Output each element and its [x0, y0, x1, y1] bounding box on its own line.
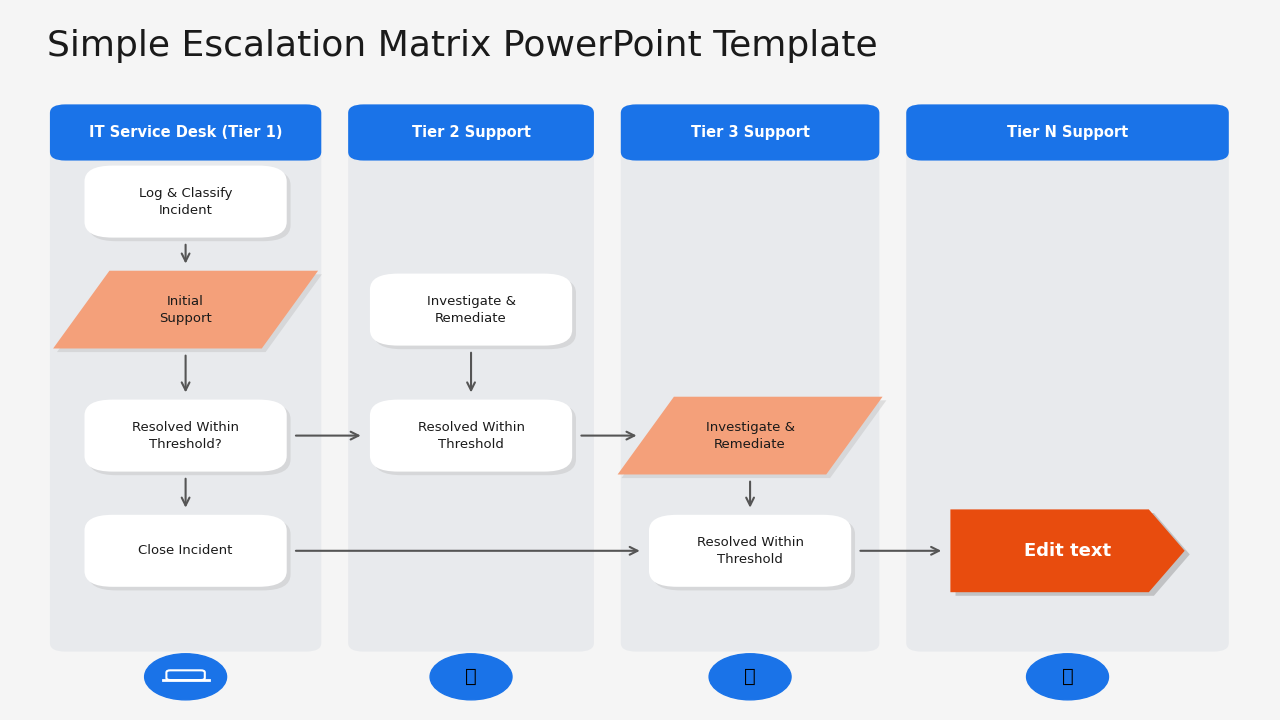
FancyBboxPatch shape: [84, 166, 287, 238]
Text: Investigate &
Remediate: Investigate & Remediate: [426, 294, 516, 325]
Text: Log & Classify
Incident: Log & Classify Incident: [138, 186, 233, 217]
FancyBboxPatch shape: [88, 169, 291, 241]
FancyBboxPatch shape: [370, 274, 572, 346]
FancyBboxPatch shape: [906, 104, 1229, 161]
FancyBboxPatch shape: [649, 515, 851, 587]
Text: IT Service Desk (Tier 1): IT Service Desk (Tier 1): [88, 125, 283, 140]
Polygon shape: [955, 513, 1190, 596]
Text: Resolved Within
Threshold: Resolved Within Threshold: [696, 536, 804, 566]
Text: Resolved Within
Threshold: Resolved Within Threshold: [417, 420, 525, 451]
FancyBboxPatch shape: [370, 400, 572, 472]
FancyBboxPatch shape: [906, 104, 1229, 652]
Text: Investigate &
Remediate: Investigate & Remediate: [705, 420, 795, 451]
FancyBboxPatch shape: [374, 277, 576, 349]
FancyBboxPatch shape: [621, 104, 879, 161]
FancyBboxPatch shape: [621, 104, 879, 652]
Text: Resolved Within
Threshold?: Resolved Within Threshold?: [132, 420, 239, 451]
FancyBboxPatch shape: [84, 400, 287, 472]
Circle shape: [1027, 654, 1108, 700]
Circle shape: [430, 654, 512, 700]
FancyBboxPatch shape: [84, 515, 287, 587]
FancyBboxPatch shape: [88, 518, 291, 590]
Polygon shape: [58, 274, 323, 352]
FancyBboxPatch shape: [374, 403, 576, 475]
FancyBboxPatch shape: [88, 403, 291, 475]
Text: Edit text: Edit text: [1024, 541, 1111, 560]
FancyBboxPatch shape: [348, 104, 594, 652]
FancyBboxPatch shape: [50, 104, 321, 161]
Circle shape: [709, 654, 791, 700]
Text: Tier 2 Support: Tier 2 Support: [412, 125, 530, 140]
Polygon shape: [950, 510, 1185, 592]
Text: 🤝: 🤝: [465, 667, 477, 686]
FancyBboxPatch shape: [50, 104, 321, 652]
Polygon shape: [617, 397, 883, 474]
Text: Tier 3 Support: Tier 3 Support: [691, 125, 809, 140]
Text: 🤝: 🤝: [744, 667, 756, 686]
Text: Simple Escalation Matrix PowerPoint Template: Simple Escalation Matrix PowerPoint Temp…: [47, 29, 878, 63]
Circle shape: [145, 654, 227, 700]
FancyBboxPatch shape: [653, 518, 855, 590]
Polygon shape: [54, 271, 319, 348]
Text: Tier N Support: Tier N Support: [1007, 125, 1128, 140]
Text: Initial
Support: Initial Support: [159, 294, 212, 325]
FancyBboxPatch shape: [348, 104, 594, 161]
Text: Close Incident: Close Incident: [138, 544, 233, 557]
Text: 🤝: 🤝: [1061, 667, 1074, 686]
Polygon shape: [622, 400, 886, 478]
